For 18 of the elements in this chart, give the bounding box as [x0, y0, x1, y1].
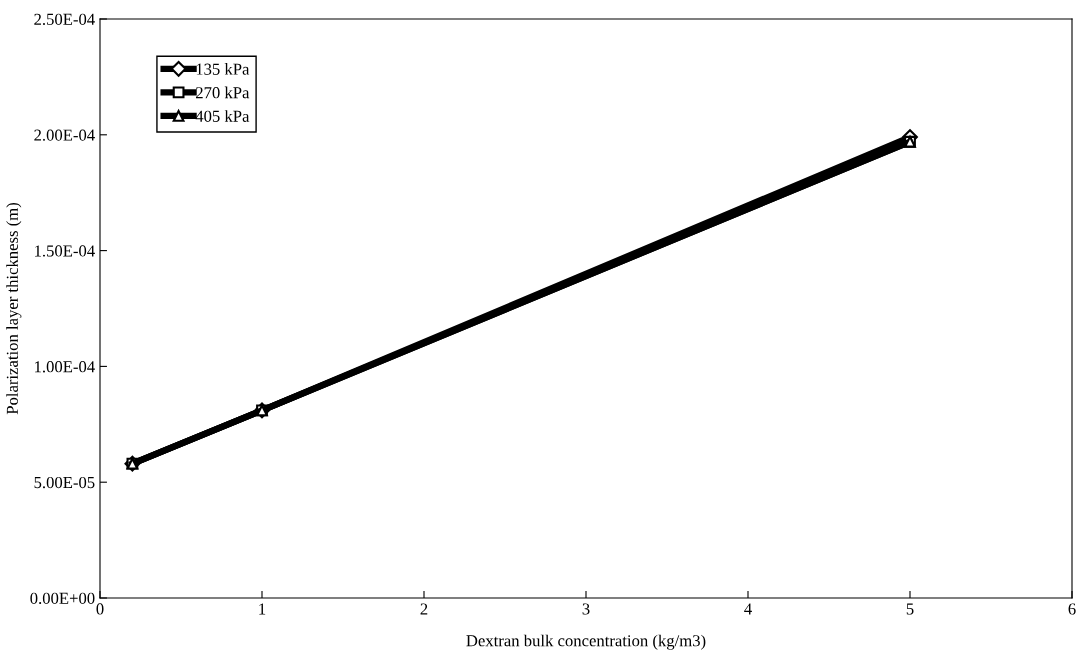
- y-tick-label: 0.00E+00: [30, 592, 95, 605]
- y-axis-title: Polarization layer thickness (m): [6, 203, 22, 415]
- x-tick-label: 6: [1068, 603, 1076, 615]
- y-tick-label: 1.00E-04: [35, 361, 95, 373]
- x-axis-title: Dextran bulk concentration (kg/m3): [466, 634, 706, 650]
- x-tick-label: 0: [96, 603, 104, 615]
- y-tick-label: 1.50E-04: [35, 245, 95, 257]
- legend-label: 135 kPa: [196, 63, 250, 75]
- x-tick-label: 2: [420, 603, 428, 615]
- x-tick-label: 5: [906, 603, 914, 615]
- y-tick-label: 2.00E-04: [34, 129, 95, 141]
- x-tick-label: 4: [744, 603, 752, 615]
- legend-label: 405 kPa: [195, 110, 250, 122]
- x-tick-label: 1: [259, 603, 266, 615]
- y-tick-label: 5.00E-05: [34, 476, 95, 489]
- legend-label: 270 kPa: [196, 86, 250, 99]
- x-tick-label: 3: [582, 603, 590, 615]
- y-tick-label: 2.50E-04: [34, 13, 95, 26]
